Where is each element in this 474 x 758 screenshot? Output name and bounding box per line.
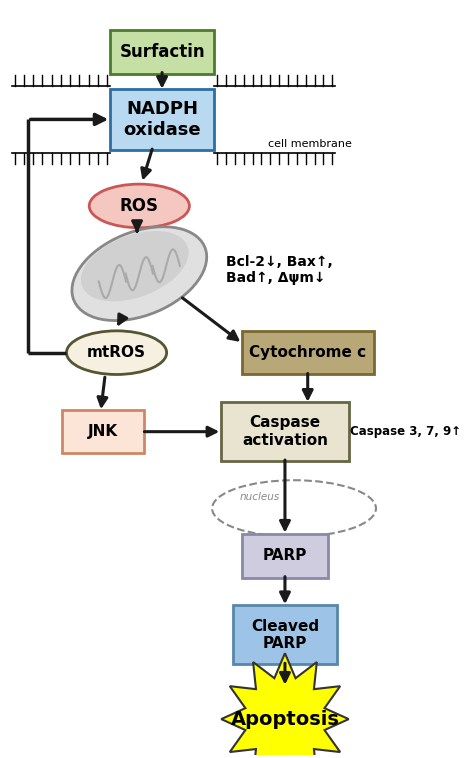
Ellipse shape (72, 227, 207, 321)
Text: nucleus: nucleus (240, 492, 280, 502)
Text: Apoptosis: Apoptosis (230, 709, 339, 728)
Polygon shape (221, 653, 349, 758)
FancyBboxPatch shape (110, 89, 214, 150)
Text: JNK: JNK (88, 424, 118, 439)
Text: mtROS: mtROS (87, 345, 146, 360)
FancyBboxPatch shape (221, 402, 349, 461)
Text: NADPH
oxidase: NADPH oxidase (123, 100, 201, 139)
Text: ROS: ROS (120, 197, 159, 215)
Text: Caspase
activation: Caspase activation (242, 415, 328, 448)
Ellipse shape (66, 330, 167, 374)
FancyBboxPatch shape (233, 606, 337, 664)
Text: Bcl-2↓, Bax↑,
Bad↑, Δψm↓: Bcl-2↓, Bax↑, Bad↑, Δψm↓ (226, 255, 333, 285)
Text: PARP: PARP (263, 548, 307, 563)
FancyBboxPatch shape (242, 534, 328, 578)
Text: Cytochrome c: Cytochrome c (249, 345, 366, 360)
Text: Cleaved
PARP: Cleaved PARP (251, 619, 319, 651)
FancyBboxPatch shape (242, 330, 374, 374)
Text: cell membrane: cell membrane (268, 139, 352, 149)
FancyBboxPatch shape (62, 410, 144, 453)
Text: Caspase 3, 7, 9↑: Caspase 3, 7, 9↑ (350, 425, 461, 438)
Ellipse shape (81, 231, 189, 302)
FancyBboxPatch shape (110, 30, 214, 74)
Text: Surfactin: Surfactin (119, 42, 205, 61)
Ellipse shape (89, 184, 190, 227)
